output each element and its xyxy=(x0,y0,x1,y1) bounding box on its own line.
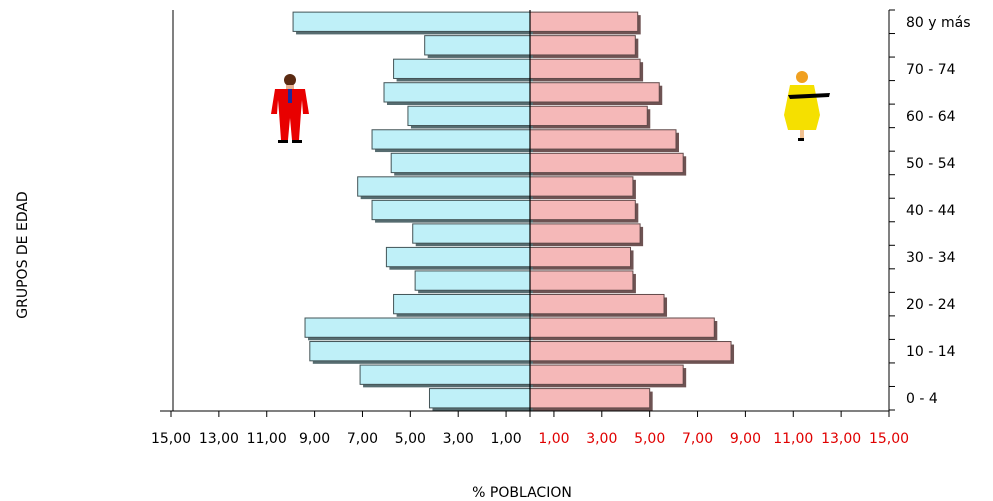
y-tick-label: 0 - 4 xyxy=(906,391,938,407)
x-tick-label-right: 5,00 xyxy=(634,431,665,447)
bars-group xyxy=(292,11,735,411)
bar-left xyxy=(309,341,531,362)
bar-right xyxy=(529,11,639,32)
bar-left xyxy=(385,246,531,268)
woman-in-yellow-dress-icon xyxy=(784,71,830,141)
bar-left xyxy=(407,105,531,127)
y-tick-label: 80 y más xyxy=(906,15,971,31)
bar-left xyxy=(393,293,531,315)
bar-left xyxy=(357,176,531,197)
man-in-red-suit-icon xyxy=(271,74,309,143)
x-tick-label-left: 1,00 xyxy=(490,431,521,447)
y-tick-label: 50 - 54 xyxy=(906,156,956,172)
bar-right xyxy=(529,246,632,268)
bar-right xyxy=(529,152,684,174)
bar-right xyxy=(529,176,634,197)
bar-right xyxy=(529,58,641,79)
bar-left xyxy=(371,129,531,150)
x-tick-labels: 15,00 13,00 11,00 9,00 7,00 5,00 3,00 1,00 1,00 3… xyxy=(151,431,909,447)
bar-right xyxy=(529,341,732,362)
bar-left xyxy=(393,58,531,79)
x-tick-label-right: 13,00 xyxy=(821,431,861,447)
y-axis-title: GRUPOS DE EDAD xyxy=(15,191,31,318)
bar-right xyxy=(529,293,665,315)
x-tick-label-left: 11,00 xyxy=(247,431,287,447)
y-tick-label: 40 - 44 xyxy=(906,203,956,219)
x-tick-label-left: 13,00 xyxy=(199,431,239,447)
bar-right xyxy=(529,199,636,221)
bar-right xyxy=(529,364,684,385)
bar-left xyxy=(424,35,531,56)
y-tick-labels: 0 - 4 10 - 14 20 - 24 30 - 34 40 - 44 50 - 54… xyxy=(906,15,971,407)
bar-right xyxy=(529,317,715,338)
y-tick-label: 10 - 14 xyxy=(906,344,956,360)
bar-left xyxy=(412,223,531,244)
bar-left xyxy=(304,317,531,338)
x-tick-label-right: 11,00 xyxy=(773,431,813,447)
x-tick-label-right: 3,00 xyxy=(586,431,617,447)
axes-group xyxy=(160,9,895,417)
y-tick-label: 20 - 24 xyxy=(906,297,956,313)
x-tick-label-left: 5,00 xyxy=(395,431,426,447)
bar-right xyxy=(529,82,660,103)
x-tick-label-right: 15,00 xyxy=(869,431,909,447)
x-tick-label-left: 9,00 xyxy=(299,431,330,447)
x-tick-label-left: 15,00 xyxy=(151,431,191,447)
x-tick-label-right: 9,00 xyxy=(730,431,761,447)
x-tick-label-right: 7,00 xyxy=(682,431,713,447)
y-tick-label: 60 - 64 xyxy=(906,109,956,125)
bar-right xyxy=(529,223,641,244)
bar-left xyxy=(390,152,531,174)
x-tick-label-left: 7,00 xyxy=(347,431,378,447)
bar-right xyxy=(529,105,648,127)
bar-left xyxy=(359,364,531,385)
bar-left xyxy=(414,270,531,291)
y-tick-label: 70 - 74 xyxy=(906,62,956,78)
bar-left xyxy=(292,11,531,32)
bar-left xyxy=(371,199,531,221)
bar-right xyxy=(529,270,634,291)
bar-left xyxy=(383,82,531,103)
bar-left xyxy=(428,388,531,409)
x-axis-title: % POBLACION xyxy=(472,485,572,501)
x-tick-label-right: 1,00 xyxy=(538,431,569,447)
x-tick-label-left: 3,00 xyxy=(443,431,474,447)
bar-right xyxy=(529,388,651,409)
bar-right xyxy=(529,129,677,150)
bar-right xyxy=(529,35,636,56)
y-tick-label: 30 - 34 xyxy=(906,250,956,266)
